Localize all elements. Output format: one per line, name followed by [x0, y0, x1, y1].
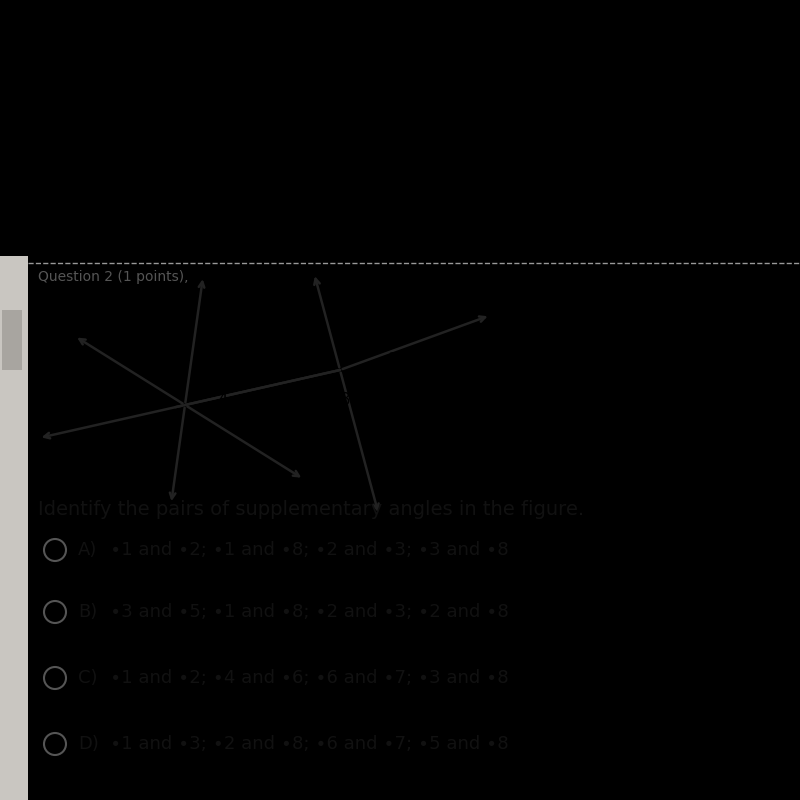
- Text: ∙1 and ∙2; ∙1 and ∙8; ∙2 and ∙3; ∙3 and ∙8: ∙1 and ∙2; ∙1 and ∙8; ∙2 and ∙3; ∙3 and …: [110, 541, 509, 559]
- Text: Question 2 (1 points),: Question 2 (1 points),: [38, 270, 189, 284]
- Text: ∙1 and ∙2; ∙4 and ∙6; ∙6 and ∙7; ∙3 and ∙8: ∙1 and ∙2; ∙4 and ∙6; ∙6 and ∙7; ∙3 and …: [110, 669, 509, 687]
- Bar: [2, 310, 22, 370]
- Text: Identify the pairs of supplementary angles in the figure.: Identify the pairs of supplementary angl…: [38, 500, 584, 519]
- Text: C): C): [78, 669, 98, 687]
- Text: ∙1 and ∙3; ∙2 and ∙8; ∙6 and ∙7; ∙5 and ∙8: ∙1 and ∙3; ∙2 and ∙8; ∙6 and ∙7; ∙5 and …: [110, 735, 509, 753]
- Text: D): D): [78, 735, 99, 753]
- Text: 1: 1: [386, 351, 398, 369]
- Text: 3: 3: [293, 336, 303, 354]
- Text: 7: 7: [194, 434, 206, 452]
- Text: B): B): [78, 603, 98, 621]
- Text: A): A): [78, 541, 98, 559]
- Text: 6: 6: [145, 386, 155, 404]
- Text: 2: 2: [346, 319, 358, 337]
- Text: 4: 4: [218, 391, 228, 409]
- Text: 5: 5: [200, 348, 210, 366]
- Text: ∙3 and ∙5; ∙1 and ∙8; ∙2 and ∙3; ∙2 and ∙8: ∙3 and ∙5; ∙1 and ∙8; ∙2 and ∙3; ∙2 and …: [110, 603, 509, 621]
- Polygon shape: [0, 256, 28, 800]
- Text: 8: 8: [340, 391, 350, 409]
